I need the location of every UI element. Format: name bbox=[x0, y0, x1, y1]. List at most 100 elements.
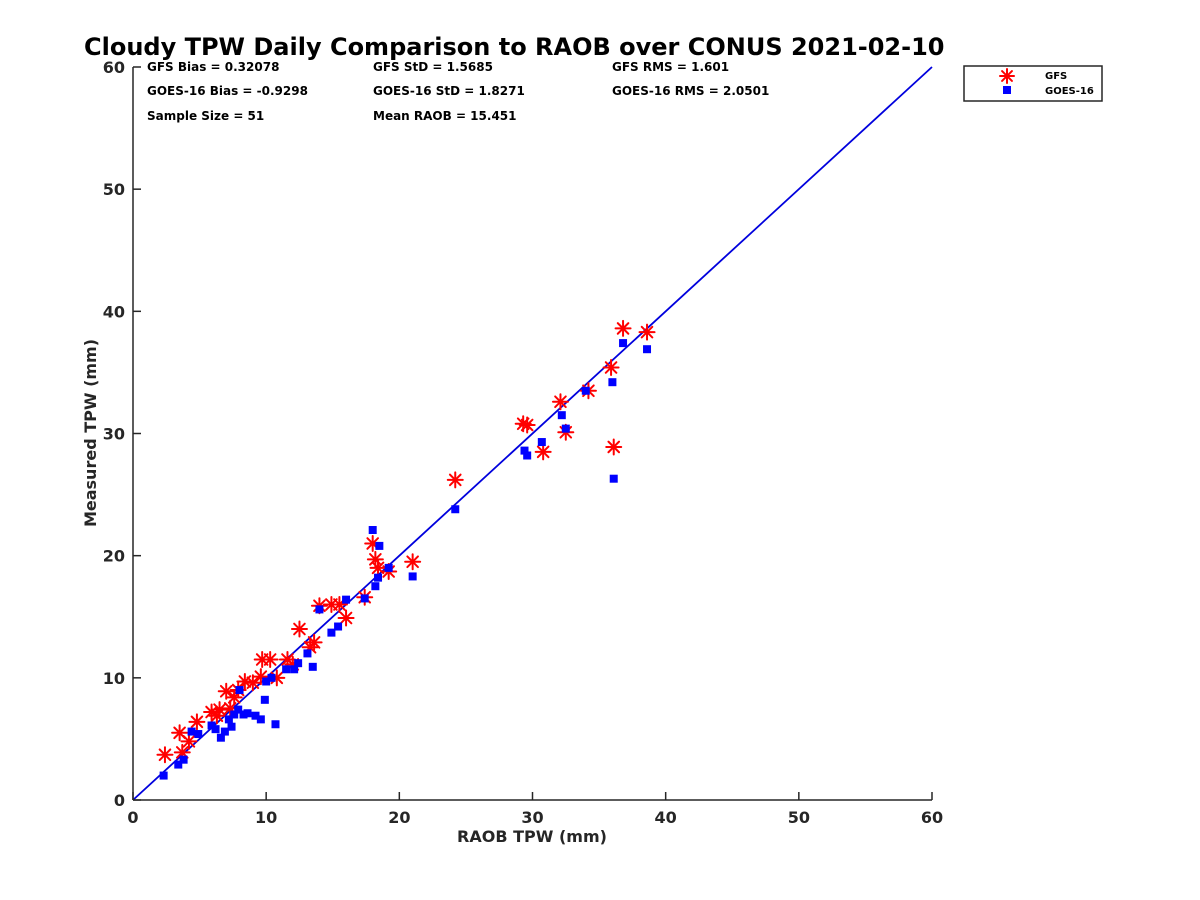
goes16-point bbox=[643, 345, 652, 354]
gfs-point bbox=[217, 682, 235, 700]
gfs-point bbox=[364, 534, 382, 552]
goes16-point bbox=[520, 446, 529, 455]
goes16-point bbox=[537, 438, 546, 447]
goes16-point bbox=[619, 339, 628, 348]
gfs-point bbox=[290, 620, 308, 638]
y-tick-label: 20 bbox=[103, 547, 125, 566]
legend-gfs-marker bbox=[999, 68, 1015, 84]
goes16-point bbox=[179, 755, 188, 764]
legend-gfs-label: GFS bbox=[1045, 71, 1067, 82]
goes16-point bbox=[368, 526, 377, 535]
goes16-point bbox=[227, 722, 236, 731]
goes16-point bbox=[282, 665, 291, 674]
x-tick-label: 50 bbox=[788, 808, 810, 827]
x-tick-label: 30 bbox=[521, 808, 543, 827]
gfs-std-text: GFS StD = 1.5685 bbox=[373, 60, 493, 74]
goes16-point bbox=[220, 727, 229, 736]
x-tick-label: 10 bbox=[255, 808, 277, 827]
goes16-point bbox=[159, 771, 168, 780]
gfs-point bbox=[518, 416, 536, 434]
gfs-point bbox=[551, 393, 569, 411]
x-axis-label: RAOB TPW (mm) bbox=[457, 827, 607, 846]
goes16-point bbox=[384, 563, 393, 572]
gfs-point bbox=[261, 651, 279, 669]
goes16-point bbox=[342, 595, 351, 604]
y-tick-label: 60 bbox=[103, 58, 125, 77]
goes16-point bbox=[523, 451, 532, 460]
goes16-point bbox=[256, 715, 265, 724]
x-tick-label: 60 bbox=[921, 808, 943, 827]
goes16-point bbox=[294, 659, 303, 668]
goes16-point bbox=[211, 725, 220, 734]
goes16-point bbox=[451, 505, 460, 514]
sample-size-text: Sample Size = 51 bbox=[147, 109, 264, 123]
gfs-bias-text: GFS Bias = 0.32078 bbox=[147, 60, 279, 74]
goes16-point bbox=[327, 628, 336, 637]
chart-title: Cloudy TPW Daily Comparison to RAOB over… bbox=[84, 33, 944, 61]
y-tick-label: 30 bbox=[103, 425, 125, 444]
goes16-std-text: GOES-16 StD = 1.8271 bbox=[373, 84, 525, 98]
x-tick-label: 0 bbox=[127, 808, 138, 827]
gfs-point bbox=[534, 443, 552, 461]
gfs-point bbox=[638, 323, 656, 341]
legend-goes16-label: GOES-16 bbox=[1045, 86, 1094, 97]
goes16-point bbox=[360, 594, 369, 603]
goes16-point bbox=[234, 705, 243, 714]
goes16-bias-text: GOES-16 Bias = -0.9298 bbox=[147, 84, 308, 98]
goes16-point bbox=[608, 378, 617, 387]
gfs-series bbox=[156, 319, 656, 764]
goes16-point bbox=[334, 622, 343, 631]
y-ticks: 0 10 20 30 40 50 60 bbox=[103, 58, 141, 810]
y-tick-label: 40 bbox=[103, 302, 125, 321]
gfs-point bbox=[244, 674, 262, 692]
x-ticks: 0 10 20 30 40 50 60 bbox=[127, 792, 943, 827]
gfs-point bbox=[188, 713, 206, 731]
goes16-point bbox=[230, 710, 239, 719]
goes16-point bbox=[174, 760, 183, 769]
y-tick-label: 50 bbox=[103, 180, 125, 199]
legend-box bbox=[963, 65, 1103, 102]
goes16-point bbox=[251, 711, 260, 720]
goes16-point bbox=[271, 720, 280, 729]
gfs-point bbox=[225, 688, 243, 706]
goes16-point bbox=[235, 686, 244, 695]
mean-raob-text: Mean RAOB = 15.451 bbox=[373, 109, 517, 123]
gfs-point bbox=[211, 701, 229, 719]
gfs-point bbox=[605, 438, 623, 456]
legend-gfs-asterisk bbox=[999, 68, 1015, 84]
y-tick-label: 0 bbox=[114, 791, 125, 810]
gfs-rms-text: GFS RMS = 1.601 bbox=[612, 60, 729, 74]
goes16-point bbox=[216, 733, 225, 742]
goes16-rms-text: GOES-16 RMS = 2.0501 bbox=[612, 84, 769, 98]
goes16-point bbox=[375, 541, 384, 550]
gfs-point bbox=[446, 471, 464, 489]
goes16-point bbox=[194, 730, 203, 739]
y-tick-label: 10 bbox=[103, 669, 125, 688]
goes16-point bbox=[267, 673, 276, 682]
goes16-point bbox=[581, 386, 590, 395]
axes: 0 10 20 30 40 50 60 0 10 20 30 40 50 60 bbox=[103, 58, 943, 827]
y-axis-label: Measured TPW (mm) bbox=[81, 339, 100, 527]
goes16-point bbox=[303, 649, 312, 658]
gfs-point bbox=[156, 746, 174, 764]
stats-block: GFS Bias = 0.32078 GFS StD = 1.5685 GFS … bbox=[147, 60, 769, 123]
gfs-point bbox=[236, 672, 254, 690]
plot-area bbox=[132, 66, 933, 801]
goes16-point bbox=[187, 727, 196, 736]
gfs-point bbox=[614, 319, 632, 337]
goes16-point bbox=[315, 605, 324, 614]
goes16-series bbox=[159, 339, 652, 780]
goes16-point bbox=[290, 665, 299, 674]
gfs-point bbox=[602, 359, 620, 377]
gfs-point bbox=[404, 553, 422, 571]
gfs-point bbox=[180, 732, 198, 750]
goes16-point bbox=[371, 582, 380, 591]
goes16-point bbox=[561, 424, 570, 433]
legend-goes16-marker bbox=[1003, 86, 1011, 94]
goes16-point bbox=[243, 709, 252, 718]
goes16-point bbox=[408, 572, 417, 581]
gfs-point bbox=[337, 609, 355, 627]
gfs-point bbox=[369, 559, 387, 577]
